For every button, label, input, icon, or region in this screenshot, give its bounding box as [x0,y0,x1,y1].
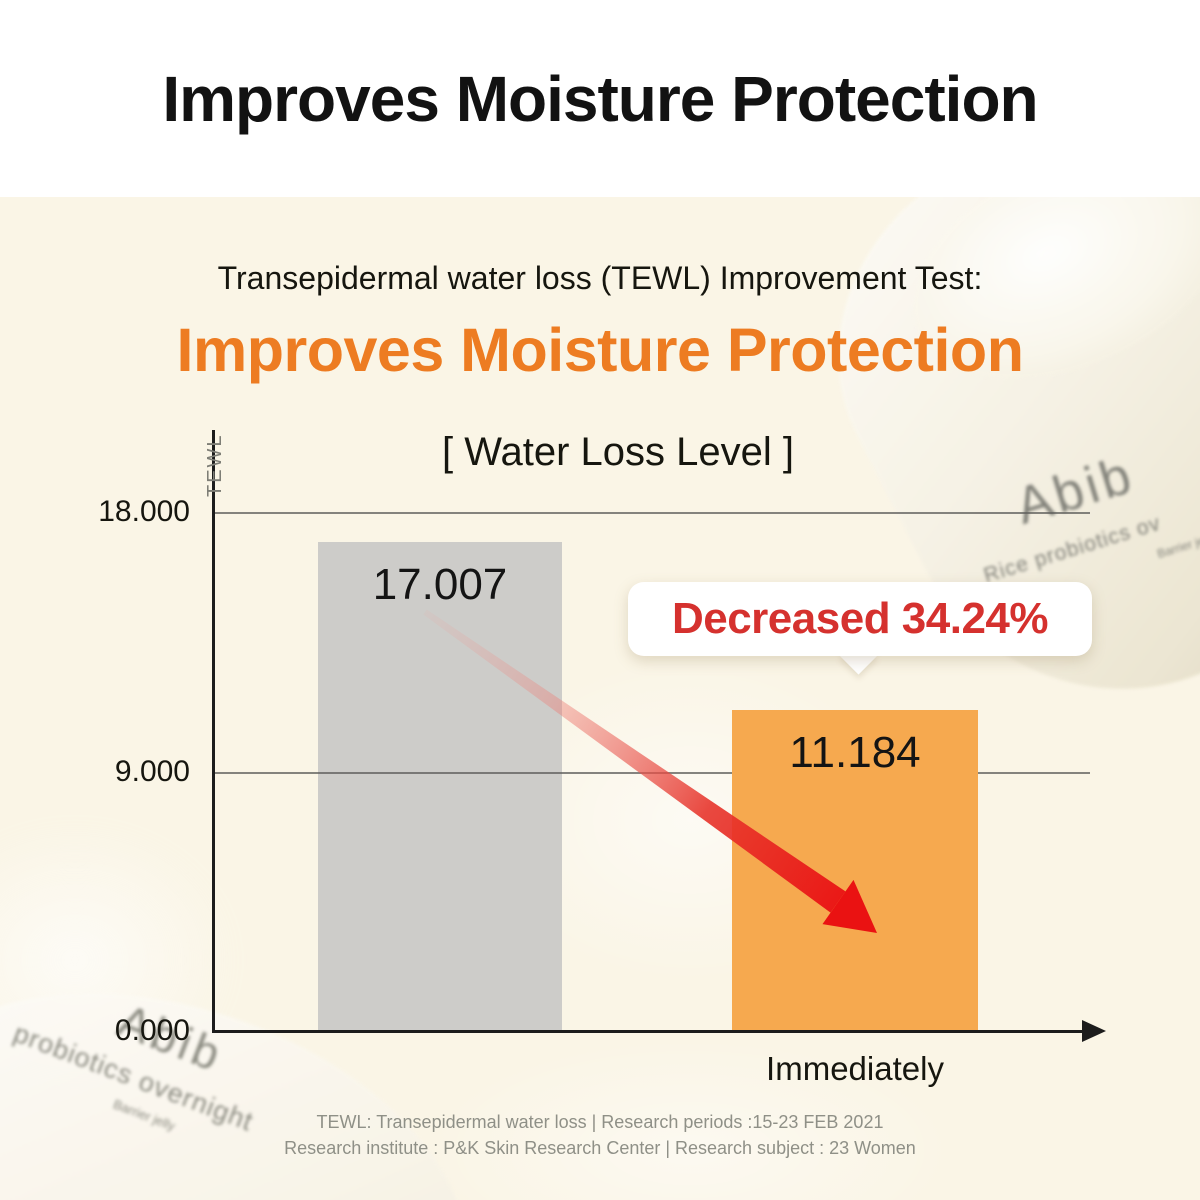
bar-value-label: 17.007 [372,559,508,609]
y-axis-line [212,430,215,1033]
chart-title: [ Water Loss Level ] [442,430,794,474]
test-subtitle: Transepidermal water loss (TEWL) Improve… [217,260,983,296]
decrease-callout-text: Decreased 34.24% [671,594,1049,643]
x-category-label: Immediately [766,1050,944,1087]
footer-line-1: TEWL: Transepidermal water loss | Resear… [316,1112,884,1132]
y-tick-label: 0.000 [114,1014,190,1047]
bar-value-label: 11.184 [789,727,921,777]
gridline [213,512,1090,514]
y-tick-label: 18.000 [98,495,190,528]
footer-line-2: Research institute : P&K Skin Research C… [284,1138,916,1158]
page-title: Improves Moisture Protection [162,63,1038,135]
y-axis-label: TEWL [204,433,226,497]
decrease-callout: Decreased 34.24% [628,582,1092,656]
decrease-arrow-icon [423,609,877,933]
x-axis-line [212,1030,1084,1033]
x-axis-arrowhead-icon [1082,1020,1106,1042]
header-band: Improves Moisture Protection [0,0,1200,197]
section-heading: Improves Moisture Protection [176,316,1024,384]
bar-immediately: 11.184 [732,709,978,1032]
y-tick-label: 9.000 [114,754,190,788]
